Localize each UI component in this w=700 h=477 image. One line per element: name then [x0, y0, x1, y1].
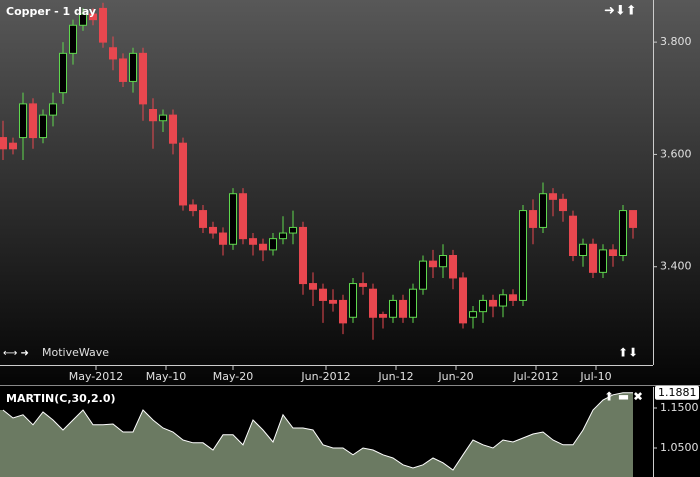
current-value-box: [655, 385, 699, 400]
toolbar[interactable]: ➜⬇⬆ ⟷ ➜ ⬆⬇ ⬆ ▬ ✖: [3, 4, 643, 404]
candle-body: [329, 299, 337, 304]
area-line: [2, 392, 634, 471]
candle-body: [439, 255, 447, 268]
candle-body: [629, 210, 637, 228]
x-tick-label: Jun-20: [437, 370, 473, 383]
candle-body: [369, 288, 377, 318]
candle-body: [359, 283, 367, 287]
candle-body: [249, 238, 257, 245]
candle-body: [449, 255, 457, 279]
price-panel: [0, 0, 700, 385]
candle-body: [199, 210, 207, 228]
candle-body: [89, 13, 97, 21]
icon[interactable]: ⬆ ▬ ✖: [604, 390, 643, 404]
candle-body: [239, 193, 247, 240]
y-tick-label: 1.0500: [660, 441, 699, 454]
candle-body: [419, 260, 427, 290]
candle-body: [509, 294, 517, 301]
candle-body: [309, 283, 317, 290]
candle-body: [129, 52, 137, 82]
y-tick-label: 3.400: [660, 260, 692, 273]
candle-body: [319, 288, 327, 301]
candle-body: [559, 198, 567, 212]
candle-body: [189, 204, 197, 212]
candle-body: [579, 243, 587, 256]
icon[interactable]: ➜⬇⬆: [604, 4, 637, 19]
candle-body: [29, 103, 37, 139]
candle-body: [209, 226, 217, 234]
x-tick-label: Jun-2012: [300, 370, 350, 383]
candle-body: [0, 137, 7, 150]
candle-body: [119, 58, 127, 82]
candle-body: [289, 226, 297, 234]
area-fill: [0, 392, 633, 477]
candle-body: [589, 243, 597, 273]
candle-body: [79, 13, 87, 26]
x-tick-label: May-10: [146, 370, 187, 383]
candle-body: [19, 103, 27, 139]
candle-body: [469, 311, 477, 318]
x-tick-label: May-2012: [69, 370, 124, 383]
icon[interactable]: ⬆⬇: [618, 346, 638, 360]
candle-body: [429, 260, 437, 268]
candle-body: [159, 114, 167, 122]
candle-body: [409, 288, 417, 318]
candle-body: [259, 243, 267, 251]
candle-body: [549, 193, 557, 200]
candle-body: [139, 52, 147, 105]
candle-body: [609, 249, 617, 256]
candle-body: [599, 249, 607, 273]
candle-body: [399, 299, 407, 318]
candle-body: [39, 114, 47, 139]
candle-body: [299, 226, 307, 285]
candle-body: [389, 299, 397, 318]
y-tick-label: 3.600: [660, 147, 692, 160]
candle-body: [529, 210, 537, 228]
current-value: 1.1881: [658, 386, 697, 399]
candle-body: [99, 7, 107, 43]
candle-body: [109, 47, 117, 60]
y-tick-label: 3.800: [660, 35, 692, 48]
candle-body: [169, 114, 177, 144]
candle-body: [219, 232, 227, 245]
candle-body: [459, 277, 467, 324]
watermark: MotiveWave: [42, 346, 109, 359]
x-tick-label: Jul-2012: [512, 370, 558, 383]
candle-body: [339, 299, 347, 324]
indicator-name: MARTIN(C,30,2.0): [6, 392, 116, 405]
candle-body: [149, 109, 157, 122]
candle-body: [179, 142, 187, 206]
candle-body: [479, 299, 487, 313]
candle-body: [279, 232, 287, 240]
candle-body: [619, 210, 627, 256]
candle-body: [569, 215, 577, 256]
chart-title: Copper - 1 day: [6, 5, 96, 18]
candle-body: [489, 299, 497, 307]
candle-body: [49, 103, 57, 116]
candle-body: [59, 52, 67, 94]
candle-body: [379, 313, 387, 318]
x-tick-label: Jul-10: [579, 370, 611, 383]
x-tick-label: Jun-12: [377, 370, 413, 383]
candle-body: [519, 210, 527, 301]
y-tick-label: 1.1500: [660, 401, 699, 414]
x-tick-label: May-20: [213, 370, 254, 383]
candle-body: [269, 238, 277, 251]
candle-body: [9, 142, 17, 150]
candle-body: [349, 283, 357, 318]
icon[interactable]: ⟷ ➜: [3, 348, 29, 359]
candle-body: [499, 294, 507, 307]
candle-body: [229, 193, 237, 245]
candle-body: [539, 193, 547, 228]
candle-body: [69, 24, 77, 54]
